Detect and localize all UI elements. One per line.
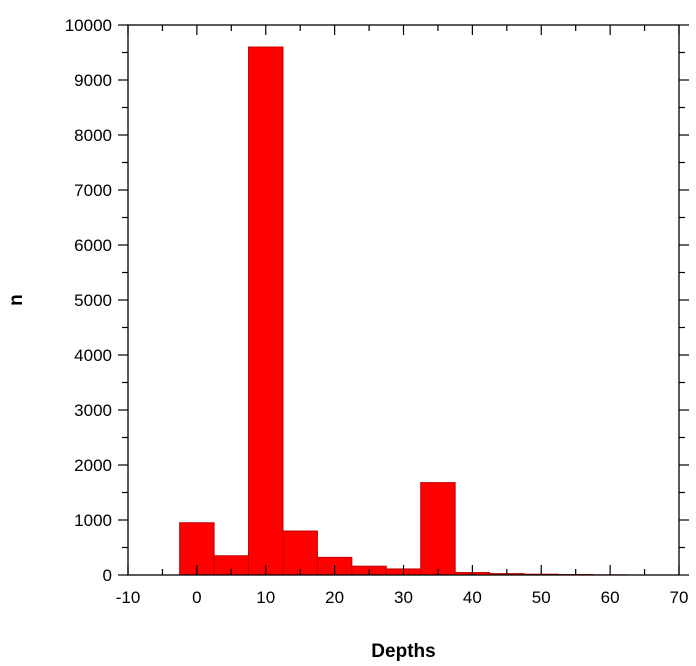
y-tick-label: 10000	[65, 16, 112, 35]
x-tick-label: -10	[116, 588, 141, 607]
y-tick-label: 3000	[74, 401, 112, 420]
histogram-bar	[420, 482, 456, 576]
x-tick-label: 70	[670, 588, 689, 607]
histogram-bar	[248, 46, 284, 576]
y-tick-label: 9000	[74, 71, 112, 90]
x-tick-label: 20	[325, 588, 344, 607]
histogram-bars	[179, 46, 628, 576]
y-tick-label: 0	[103, 566, 112, 585]
y-tick-label: 5000	[74, 291, 112, 310]
y-tick-label: 7000	[74, 181, 112, 200]
y-tick-label: 6000	[74, 236, 112, 255]
x-tick-label: 10	[256, 588, 275, 607]
y-tick-label: 1000	[74, 511, 112, 530]
histogram-bar	[282, 530, 318, 576]
x-tick-label: 40	[463, 588, 482, 607]
x-tick-label: 50	[532, 588, 551, 607]
y-axis-title: n	[6, 294, 27, 306]
plot-frame	[127, 24, 680, 576]
x-tick-label: 30	[394, 588, 413, 607]
y-tick-labels: 0 1000 2000 3000 4000 5000 6000 7000 8000 9000 100…	[65, 16, 112, 585]
axis-ticks	[118, 24, 689, 576]
x-tick-labels: -10 0 10 20 30 40 50 60 70	[116, 588, 689, 607]
y-tick-label: 2000	[74, 456, 112, 475]
y-tick-label: 8000	[74, 126, 112, 145]
x-tick-label: 60	[601, 588, 620, 607]
x-tick-label: 0	[192, 588, 201, 607]
x-axis-title: Depths	[371, 641, 435, 662]
y-tick-label: 4000	[74, 346, 112, 365]
